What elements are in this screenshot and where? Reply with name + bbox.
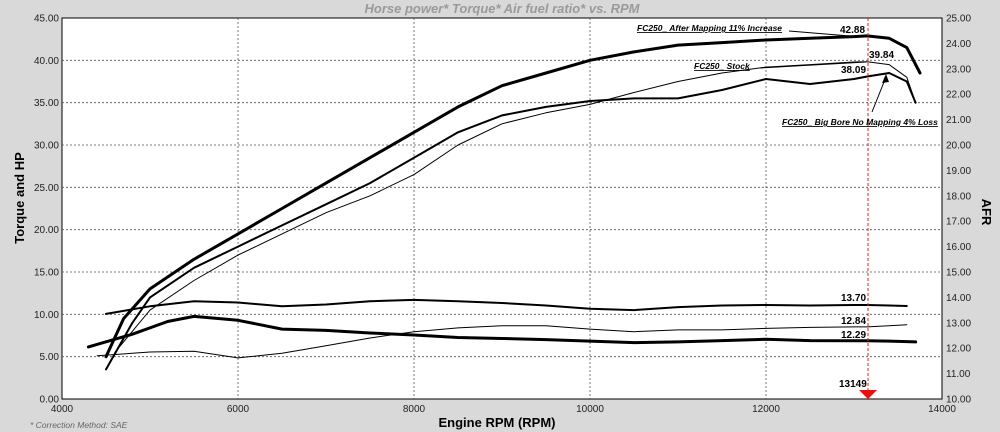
left-axis-ticks: 0.00 5.00 10.00 15.00 20.00 25.00 30.00 35.00 40… xyxy=(34,14,59,406)
right-axis-ticks: 10.00 11.00 12.00 13.00 14.00 15.00 16.00 17.00… xyxy=(946,14,971,406)
series-line-4 xyxy=(105,298,908,315)
y-tick-left: 30.00 xyxy=(34,141,59,152)
y-tick-left: 15.00 xyxy=(34,268,59,279)
y-tick-left: 25.00 xyxy=(34,183,59,194)
y-tick-right: 12.00 xyxy=(946,344,971,355)
chart-title: Horse power* Torque* Air fuel ratio* vs.… xyxy=(365,1,641,16)
y-tick-right: 21.00 xyxy=(946,115,971,126)
y-axis-label-left: Torque and HP xyxy=(12,152,27,244)
y-tick-right: 23.00 xyxy=(946,64,971,75)
y-tick-right: 15.00 xyxy=(946,268,971,279)
annotation-stock: FC250_ Stock xyxy=(694,61,751,71)
x-tick: 4000 xyxy=(51,404,74,415)
y-axis-label-right: AFR xyxy=(979,199,994,226)
value-label-after-mapping: 42.88 xyxy=(840,25,865,36)
y-tick-left: 5.00 xyxy=(40,352,60,363)
y-tick-right: 17.00 xyxy=(946,217,971,228)
y-tick-left: 45.00 xyxy=(34,14,59,25)
y-tick-left: 10.00 xyxy=(34,310,59,321)
y-tick-left: 40.00 xyxy=(34,56,59,67)
value-label-big-bore: 38.09 xyxy=(841,65,866,76)
value-label-afr-12-29: 12.29 xyxy=(841,330,866,341)
y-tick-right: 25.00 xyxy=(946,14,971,25)
y-tick-right: 16.00 xyxy=(946,242,971,253)
x-tick: 6000 xyxy=(227,404,250,415)
value-label-stock: 39.84 xyxy=(869,50,894,61)
series-line-3 xyxy=(105,72,917,371)
arrow-big-bore xyxy=(882,74,889,83)
leader-stock xyxy=(759,61,867,69)
y-tick-left: 35.00 xyxy=(34,98,59,109)
x-tick: 14000 xyxy=(928,404,956,415)
x-tick: 10000 xyxy=(576,404,604,415)
y-tick-right: 11.00 xyxy=(946,369,971,380)
y-tick-left: 20.00 xyxy=(34,225,59,236)
x-axis-label: Engine RPM (RPM) xyxy=(439,415,556,430)
y-tick-right: 13.00 xyxy=(946,318,971,329)
y-tick-right: 22.00 xyxy=(946,90,971,101)
x-tick: 12000 xyxy=(752,404,780,415)
y-tick-right: 24.00 xyxy=(946,39,971,50)
y-tick-right: 18.00 xyxy=(946,191,971,202)
y-tick-right: 19.00 xyxy=(946,166,971,177)
leader-after-mapping xyxy=(788,30,863,38)
series-line-5 xyxy=(96,324,908,359)
value-label-afr-13-70: 13.70 xyxy=(841,293,866,304)
x-axis-ticks: 4000 6000 8000 10000 12000 14000 xyxy=(51,404,956,415)
grid xyxy=(62,18,942,399)
correction-footnote: * Correction Method: SAE xyxy=(30,420,128,430)
annotation-big-bore: FC250_ Big Bore No Mapping 4% Loss xyxy=(782,117,938,127)
value-label-afr-12-84: 12.84 xyxy=(841,316,866,327)
y-tick-right: 20.00 xyxy=(946,141,971,152)
annotation-after-mapping: FC250_ After Mapping 11% Increase xyxy=(637,23,782,33)
series-line-6 xyxy=(86,314,918,349)
cursor-rpm-label: 13149 xyxy=(839,379,867,390)
leader-big-bore xyxy=(871,76,887,113)
y-tick-left: 0.00 xyxy=(40,395,60,406)
rpm-cursor-marker[interactable] xyxy=(859,390,877,399)
y-tick-right: 14.00 xyxy=(946,293,971,304)
x-tick: 8000 xyxy=(403,404,426,415)
y-tick-right: 10.00 xyxy=(946,395,971,406)
